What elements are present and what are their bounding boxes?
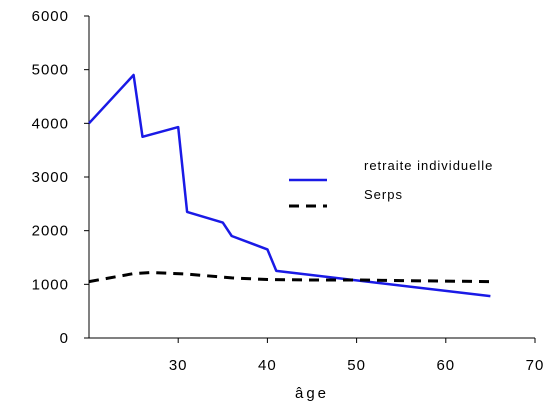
legend-label: Serps <box>364 187 403 202</box>
y-tick-label: 5000 <box>32 62 69 79</box>
serps-line <box>88 271 491 284</box>
legend: retraite individuelle Serps <box>289 158 493 208</box>
retraite-individuelle-line <box>88 73 491 298</box>
plot-area: 0 1000 2000 3000 4000 5000 6000 30 40 50 60 70 <box>32 8 545 374</box>
y-axis-ticks: 0 1000 2000 3000 4000 5000 6000 <box>32 8 89 347</box>
y-tick-label: 6000 <box>32 8 69 25</box>
x-axis-title: âge <box>295 385 329 402</box>
x-tick-label: 60 <box>436 357 455 374</box>
y-tick-label: 0 <box>60 330 69 347</box>
x-tick-label: 50 <box>347 357 366 374</box>
x-tick-label: 30 <box>169 357 188 374</box>
x-tick-label: 40 <box>258 357 277 374</box>
y-tick-label: 2000 <box>32 223 69 240</box>
x-axis-ticks: 30 40 50 60 70 <box>169 338 545 374</box>
legend-label: retraite individuelle <box>364 158 493 173</box>
series-layer <box>88 73 491 298</box>
y-tick-label: 4000 <box>32 115 69 132</box>
y-tick-label: 3000 <box>32 169 69 186</box>
x-tick-label: 70 <box>526 357 545 374</box>
y-tick-label: 1000 <box>32 276 69 293</box>
